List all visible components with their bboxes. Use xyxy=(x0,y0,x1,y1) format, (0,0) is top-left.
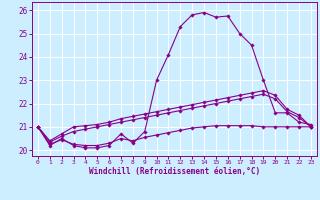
X-axis label: Windchill (Refroidissement éolien,°C): Windchill (Refroidissement éolien,°C) xyxy=(89,167,260,176)
